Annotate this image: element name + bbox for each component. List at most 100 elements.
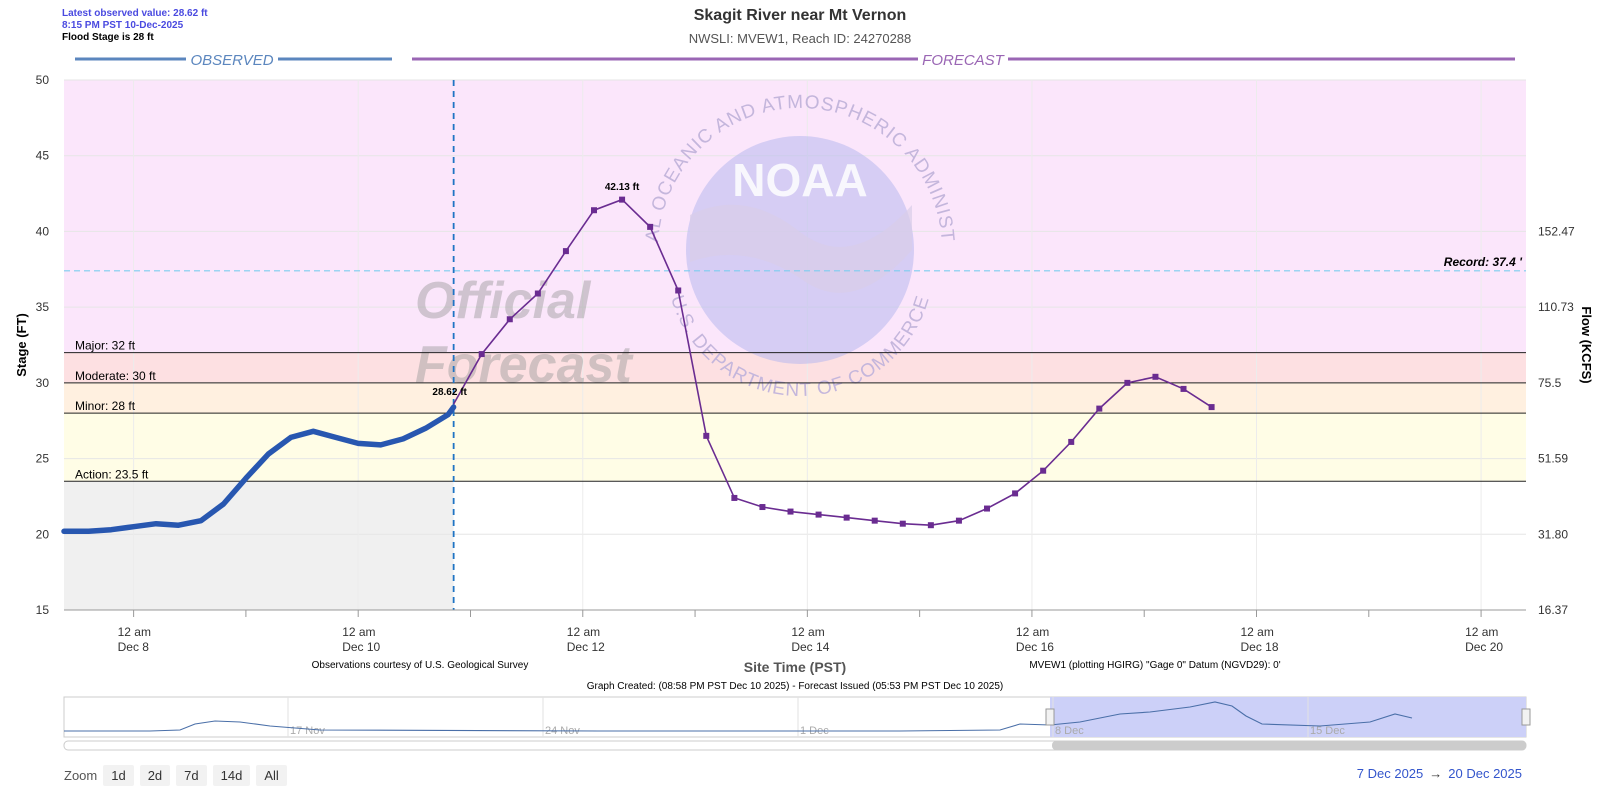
y2-axis-title: Flow (KCFS) (1579, 306, 1594, 383)
zoom-all-button[interactable]: All (256, 765, 287, 786)
navigator-scrollbar-thumb[interactable] (1052, 741, 1526, 750)
forecast-point-5 (591, 207, 598, 214)
x-tick-time-6: 12 am (1465, 625, 1498, 639)
x-tick-date-3: Dec 14 (791, 640, 829, 654)
datum-note: MVEW1 (plotting HGIRG) "Gage 0" Datum (N… (1029, 660, 1280, 671)
range-navigator[interactable]: 17 Nov 24 Nov 1 Dec 8 Dec 15 Dec (63, 696, 1531, 751)
threshold-label-2: Minor: 28 ft (75, 399, 136, 413)
latest-observed-value: Latest observed value: 28.62 ft (62, 8, 208, 19)
y2-tick-label-1: 31.80 (1538, 527, 1568, 541)
observations-credit: Observations courtesy of U.S. Geological… (312, 660, 529, 671)
x-tick-time-0: 12 am (118, 625, 151, 639)
data-series: 28.62 ft 42.13 ft (61, 182, 1215, 535)
y2-tick-label-5: 152.47 (1538, 224, 1575, 238)
flood-thresholds: Major: 32 ft Moderate: 30 ft Minor: 28 ft A… (64, 80, 1526, 610)
forecast-point-1 (478, 351, 485, 358)
forecast-point-12 (787, 508, 794, 515)
x-tick-date-1: Dec 10 (342, 640, 380, 654)
y-axis-title: Stage (FT) (14, 313, 29, 377)
x-tick-time-1: 12 am (342, 625, 375, 639)
record-label: Record: 37.4 ' (1444, 255, 1523, 269)
zoom-14d-button[interactable]: 14d (212, 765, 251, 786)
hydrograph-chart: NOAA NATIONAL OCEANIC AND ATMOSPHERIC AD… (0, 0, 1594, 751)
forecast-point-19 (984, 505, 991, 512)
flood-stage-note: Flood Stage is 28 ft (62, 32, 154, 43)
forecast-point-4 (562, 248, 569, 255)
navigator-label-4: 15 Dec (1310, 725, 1345, 737)
range-arrow-icon: → (1429, 766, 1443, 781)
y-tick-label-3: 30 (36, 376, 50, 390)
forecast-point-2 (506, 316, 513, 323)
forecast-point-20 (1012, 490, 1019, 497)
y-tick-label-1: 20 (36, 527, 50, 541)
forecast-point-23 (1096, 405, 1103, 412)
x-tick-time-2: 12 am (567, 625, 600, 639)
y2-tick-label-0: 16.37 (1538, 603, 1568, 617)
range-to[interactable]: 20 Dec 2025 (1448, 766, 1522, 781)
date-range-display: 7 Dec 2025 → 20 Dec 2025 (1357, 766, 1522, 781)
zoom-1d-button[interactable]: 1d (103, 765, 134, 786)
flood-band-2 (64, 382, 1526, 414)
navigator-right-handle[interactable] (1521, 708, 1531, 726)
observed-series-line (61, 404, 457, 535)
zoom-2d-button[interactable]: 2d (139, 765, 171, 786)
range-from[interactable]: 7 Dec 2025 (1356, 766, 1424, 781)
y-tick-label-2: 25 (36, 452, 50, 466)
forecast-point-22 (1068, 438, 1075, 445)
watermark-official: Official (415, 272, 592, 330)
forecast-point-15 (871, 517, 878, 524)
y-tick-label-5: 40 (36, 224, 50, 238)
forecast-point-21 (1040, 467, 1047, 474)
x-tick-date-6: Dec 20 (1465, 640, 1503, 654)
y-tick-label-4: 35 (36, 300, 50, 314)
x-tick-time-5: 12 am (1241, 625, 1274, 639)
flood-band-4 (64, 481, 454, 610)
section-headers: OBSERVED FORECAST (75, 52, 1515, 69)
y2-tick-label-3: 75.5 (1538, 376, 1562, 390)
forecast-point-18 (955, 517, 962, 524)
navigator-label-3: 8 Dec (1055, 725, 1084, 737)
navigator-label-0: 17 Nov (290, 725, 325, 737)
x-tick-time-4: 12 am (1016, 625, 1049, 639)
chart-subtitle: NWSLI: MVEW1, Reach ID: 24270288 (688, 31, 912, 46)
x-tick-date-5: Dec 18 (1241, 640, 1279, 654)
navigator-selection[interactable] (1050, 697, 1526, 737)
forecast-point-25 (1152, 373, 1159, 380)
forecast-point-8 (675, 287, 682, 294)
forecast-point-3 (534, 290, 541, 297)
forecast-series-line (452, 198, 1213, 527)
navigator-left-handle[interactable] (1045, 708, 1055, 726)
latest-observed-info: Latest observed value: 28.62 ft 8:15 PM … (62, 8, 208, 44)
forecast-point-26 (1180, 385, 1187, 392)
zoom-7d-button[interactable]: 7d (176, 765, 207, 786)
forecast-point-13 (815, 511, 822, 518)
zoom-label: Zoom (64, 768, 98, 783)
x-axis-title: Site Time (PST) (744, 659, 846, 675)
flood-band-3 (64, 413, 1526, 482)
x-tick-date-0: Dec 8 (118, 640, 150, 654)
forecast-label: FORECAST (922, 52, 1006, 69)
forecast-point-10 (731, 494, 738, 501)
forecast-point-7 (647, 223, 654, 230)
y2-tick-label-4: 110.73 (1538, 300, 1574, 314)
y2-tick-label-2: 51.59 (1538, 452, 1568, 466)
latest-observed-time: 8:15 PM PST 10-Dec-2025 (62, 20, 184, 31)
value-annotation-1: 42.13 ft (605, 182, 640, 193)
threshold-label-3: Action: 23.5 ft (75, 467, 149, 481)
threshold-label-0: Major: 32 ft (75, 339, 136, 353)
x-tick-time-3: 12 am (791, 625, 824, 639)
y-tick-label-0: 15 (36, 603, 50, 617)
forecast-point-9 (703, 432, 710, 439)
x-tick-date-2: Dec 12 (567, 640, 605, 654)
value-annotation-0: 28.62 ft (432, 387, 467, 398)
forecast-point-6 (619, 196, 626, 203)
watermark-forecast: Forecast (415, 336, 634, 394)
observed-label: OBSERVED (190, 52, 273, 69)
y-tick-label-6: 45 (36, 149, 50, 163)
forecast-point-24 (1124, 379, 1131, 386)
seal-noaa-text: NOAA (732, 154, 867, 206)
chart-title: Skagit River near Mt Vernon (693, 7, 907, 24)
forecast-point-11 (759, 504, 766, 511)
y-tick-label-7: 50 (36, 73, 50, 87)
threshold-label-1: Moderate: 30 ft (75, 369, 156, 383)
